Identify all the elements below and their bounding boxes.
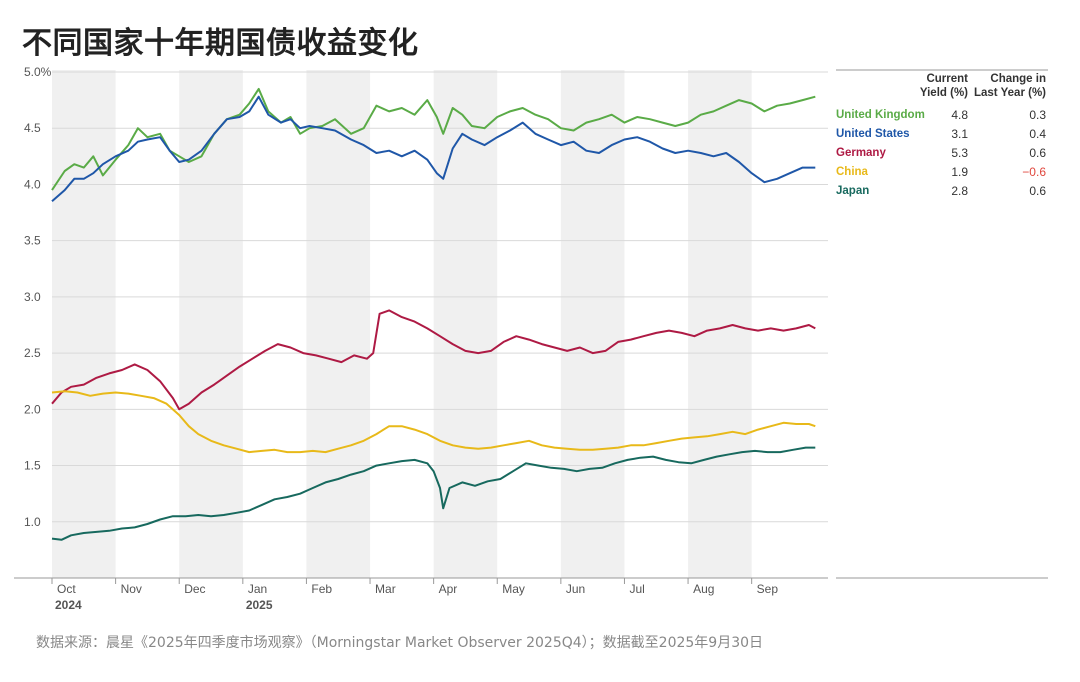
series-line-japan <box>51 446 816 541</box>
series-lines <box>51 87 816 541</box>
x-tick-label: May <box>502 582 525 596</box>
x-tick-label: Apr <box>439 582 458 596</box>
legend-change: −0.6 <box>1022 165 1046 179</box>
legend-table: Current Yield (%) Change in Last Year (%… <box>836 72 1048 201</box>
y-axis-labels: 1.0 1.5 2.0 2.5 3.0 3.5 4.0 4.5 5.0% <box>24 65 52 529</box>
year-label: 2024 <box>55 598 82 612</box>
legend-current-yield: 3.1 <box>951 127 968 141</box>
x-tick-label: Jan <box>248 582 267 596</box>
legend-change: 0.3 <box>1029 108 1046 122</box>
y-tick-label: 3.5 <box>24 234 41 248</box>
month-shading <box>52 70 752 578</box>
x-tick-label: Jul <box>629 582 644 596</box>
legend-row-china: China 1.9 −0.6 <box>836 163 1048 182</box>
month-band-aug <box>688 70 752 578</box>
x-tick-label: Feb <box>311 582 332 596</box>
legend-change: 0.6 <box>1029 146 1046 160</box>
month-band-jun <box>560 70 625 578</box>
x-tick-label: Mar <box>375 582 396 596</box>
current-yield-header: Current Yield (%) <box>919 73 968 99</box>
y-tick-label: 3.0 <box>24 290 41 304</box>
y-tick-label: 4.5 <box>24 121 41 135</box>
source-note: 数据来源：晨星《2025年四季度市场观察》（Morningstar Market… <box>36 635 764 651</box>
legend-change: 0.6 <box>1029 184 1046 198</box>
x-tick-label: Aug <box>693 582 714 596</box>
series-line-united-states <box>51 95 816 203</box>
legend-country-name: United States <box>836 128 910 140</box>
change-header: Change in Last Year (%) <box>973 73 1046 99</box>
y-tick-label: 1.0 <box>24 515 41 529</box>
x-tick-label: Sep <box>757 582 779 596</box>
series-line-germany <box>51 309 816 411</box>
legend-rows: United Kingdom 4.8 0.3 United States 3.1 0.4 G… <box>836 106 1048 201</box>
legend-country-name: Germany <box>836 147 886 159</box>
x-tick-label: Oct <box>57 582 76 596</box>
y-tick-label: 2.5 <box>24 346 41 360</box>
legend-current-yield: 1.9 <box>951 165 968 179</box>
legend-header: Current Yield (%) Change in Last Year (%… <box>836 72 1048 106</box>
x-axis-labels: Oct Nov Dec Jan Feb Mar Apr May Jun Jul Aug Sep 2024… <box>51 578 779 612</box>
legend-row-germany: Germany 5.3 0.6 <box>836 144 1048 163</box>
chart-title: 不同国家十年期国债收益变化 <box>22 26 419 61</box>
legend-row-japan: Japan 2.8 0.6 <box>836 182 1048 201</box>
legend-country-name: China <box>836 166 868 178</box>
year-label: 2025 <box>246 598 273 612</box>
month-band-dec <box>179 70 243 578</box>
x-tick-label: Dec <box>184 582 205 596</box>
legend-change: 0.4 <box>1029 127 1046 141</box>
legend-row-united-kingdom: United Kingdom 4.8 0.3 <box>836 106 1048 125</box>
y-tick-label: 1.5 <box>24 459 41 473</box>
month-band-oct <box>52 70 116 578</box>
y-tick-label: 2.0 <box>24 402 41 416</box>
legend-current-yield: 5.3 <box>951 146 968 160</box>
legend-current-yield: 4.8 <box>951 108 968 122</box>
x-tick-label: Nov <box>121 582 142 596</box>
month-band-apr <box>433 70 498 578</box>
gridlines <box>14 69 1048 579</box>
legend-country-name: Japan <box>836 185 870 197</box>
legend-row-united-states: United States 3.1 0.4 <box>836 125 1048 144</box>
series-line-china <box>51 390 816 454</box>
legend-country-name: United Kingdom <box>836 109 925 121</box>
legend-current-yield: 2.8 <box>951 184 968 198</box>
y-tick-label: 5.0% <box>24 65 52 79</box>
month-band-feb <box>306 70 371 578</box>
x-tick-label: Jun <box>566 582 585 596</box>
y-tick-label: 4.0 <box>24 177 41 191</box>
